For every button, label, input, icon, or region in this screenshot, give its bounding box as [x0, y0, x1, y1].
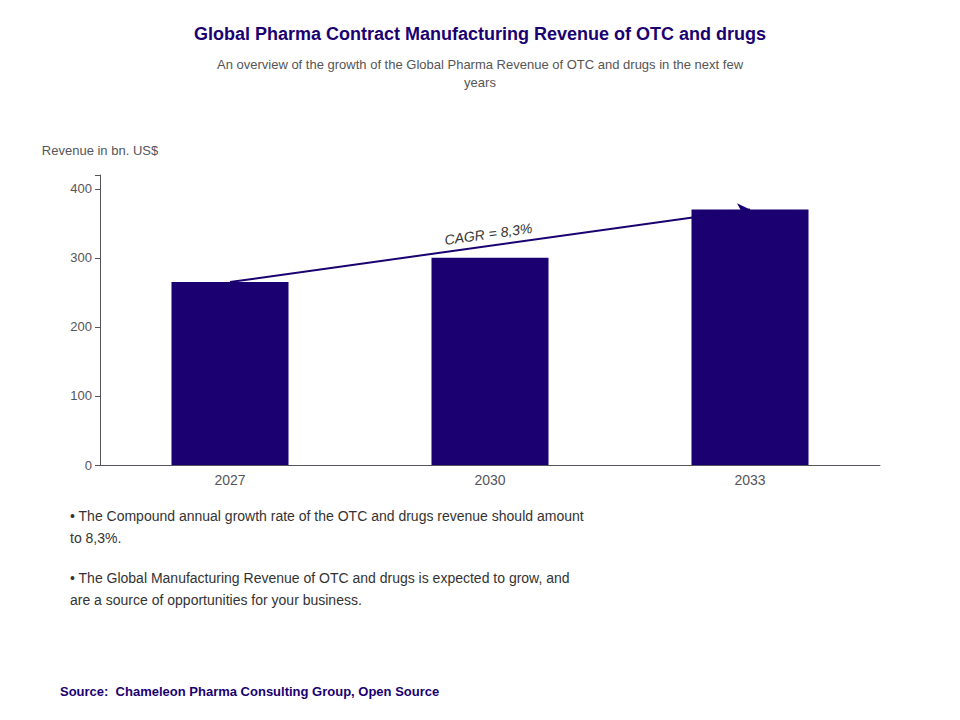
- svg-text:400: 400: [70, 181, 92, 196]
- svg-text:An overview of the growth of t: An overview of the growth of the Global …: [217, 57, 744, 72]
- svg-text:300: 300: [70, 250, 92, 265]
- svg-text:2030: 2030: [474, 472, 505, 488]
- svg-text:100: 100: [70, 388, 92, 403]
- svg-text:200: 200: [70, 319, 92, 334]
- svg-text:Global Pharma Contract Manufac: Global Pharma Contract Manufacturing Rev…: [194, 24, 766, 44]
- svg-text:2033: 2033: [734, 472, 765, 488]
- svg-text:0: 0: [85, 458, 92, 473]
- svg-text:Source: Chameleon Pharma Cons: Source: Chameleon Pharma Consulting Grou…: [60, 684, 439, 699]
- svg-text:• The Global Manufacturing Rev: • The Global Manufacturing Revenue of OT…: [70, 570, 570, 586]
- svg-text:Revenue in bn. US$: Revenue in bn. US$: [42, 143, 159, 158]
- svg-text:are a source of opportunities: are a source of opportunities for your b…: [70, 592, 362, 608]
- svg-text:years: years: [464, 75, 496, 90]
- svg-text:• The Compound annual growth r: • The Compound annual growth rate of the…: [70, 508, 584, 524]
- svg-text:CAGR = 8,3%: CAGR = 8,3%: [444, 220, 534, 248]
- svg-text:to 8,3%.: to 8,3%.: [70, 530, 121, 546]
- svg-text:2027: 2027: [214, 472, 245, 488]
